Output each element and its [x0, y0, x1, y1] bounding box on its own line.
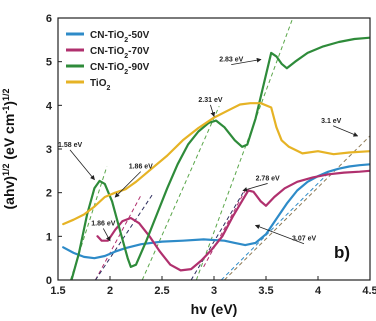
x-tick-label-5: 3.5 — [258, 285, 273, 297]
series-line-2 — [96, 169, 370, 272]
annotation-label-3: 1.86 eV — [91, 220, 115, 227]
legend-label-2: CN-TiO2-70V — [90, 46, 150, 60]
y-tick-label-5: 4 — [46, 100, 53, 112]
annotation-arrow-7 — [242, 183, 268, 192]
annotation-label-6: 3.1 eV — [321, 118, 342, 125]
x-tick-label-6: 4 — [315, 285, 322, 297]
annotation-arrow-3 — [102, 228, 111, 242]
y-tick-label-2: 1 — [46, 231, 52, 243]
y-tick-label-7: 6 — [46, 13, 52, 25]
tangent-line-8 — [224, 135, 370, 280]
annotation-arrow-4 — [210, 104, 216, 118]
x-tick-label-3: 2.5 — [154, 285, 169, 297]
y-tick-label-1: 0 — [46, 275, 52, 287]
tangent-line-4 — [141, 106, 220, 280]
annotation-label-7: 2.78 eV — [256, 175, 280, 182]
y-axis-title: (ahv)1/2 (eV cm-1)1/2 — [1, 89, 17, 210]
x-tick-label-7: 4.5 — [362, 285, 376, 297]
panel-label: b) — [334, 243, 350, 262]
annotation-arrow-6 — [332, 125, 359, 137]
annotation-arrow-1 — [69, 149, 95, 181]
y-tick-label-6: 5 — [46, 57, 52, 69]
series-line-4 — [62, 102, 370, 226]
legend-label-3: CN-TiO2-90V — [90, 62, 150, 76]
x-tick-label-4: 3 — [211, 285, 217, 297]
legend-label-4: TiO2 — [90, 78, 110, 92]
legend-label-1: CN-TiO2-50V — [90, 30, 150, 44]
annotation-arrow-2 — [114, 171, 142, 198]
x-axis-title: hv (eV) — [191, 301, 238, 317]
tangent-line-1 — [70, 166, 108, 280]
y-tick-label-4: 3 — [46, 144, 52, 156]
tangent-line-5 — [190, 192, 244, 280]
tangent-line-2 — [94, 194, 142, 280]
y-tick-label-3: 2 — [46, 188, 52, 200]
annotation-label-1: 1.58 eV — [58, 142, 82, 149]
series-line-1 — [62, 163, 370, 260]
annotation-label-2: 1.86 eV — [129, 164, 153, 171]
annotation-label-4: 2.31 eV — [198, 97, 222, 104]
annotation-label-8: 3.07 eV — [292, 236, 316, 243]
tangent-line-6 — [203, 190, 246, 268]
tangent-line-9 — [220, 172, 329, 280]
annotation-arrow-8 — [254, 224, 305, 245]
annotation-arrow-5 — [231, 57, 262, 66]
annotation-label-5: 2.83 eV — [219, 57, 243, 64]
tangent-line-3 — [95, 192, 155, 280]
legend: CN-TiO2-50V CN-TiO2-70V CN-TiO2-90V TiO2 — [66, 30, 150, 92]
x-tick-label-1: 1.5 — [50, 285, 65, 297]
x-tick-label-2: 2 — [107, 285, 113, 297]
